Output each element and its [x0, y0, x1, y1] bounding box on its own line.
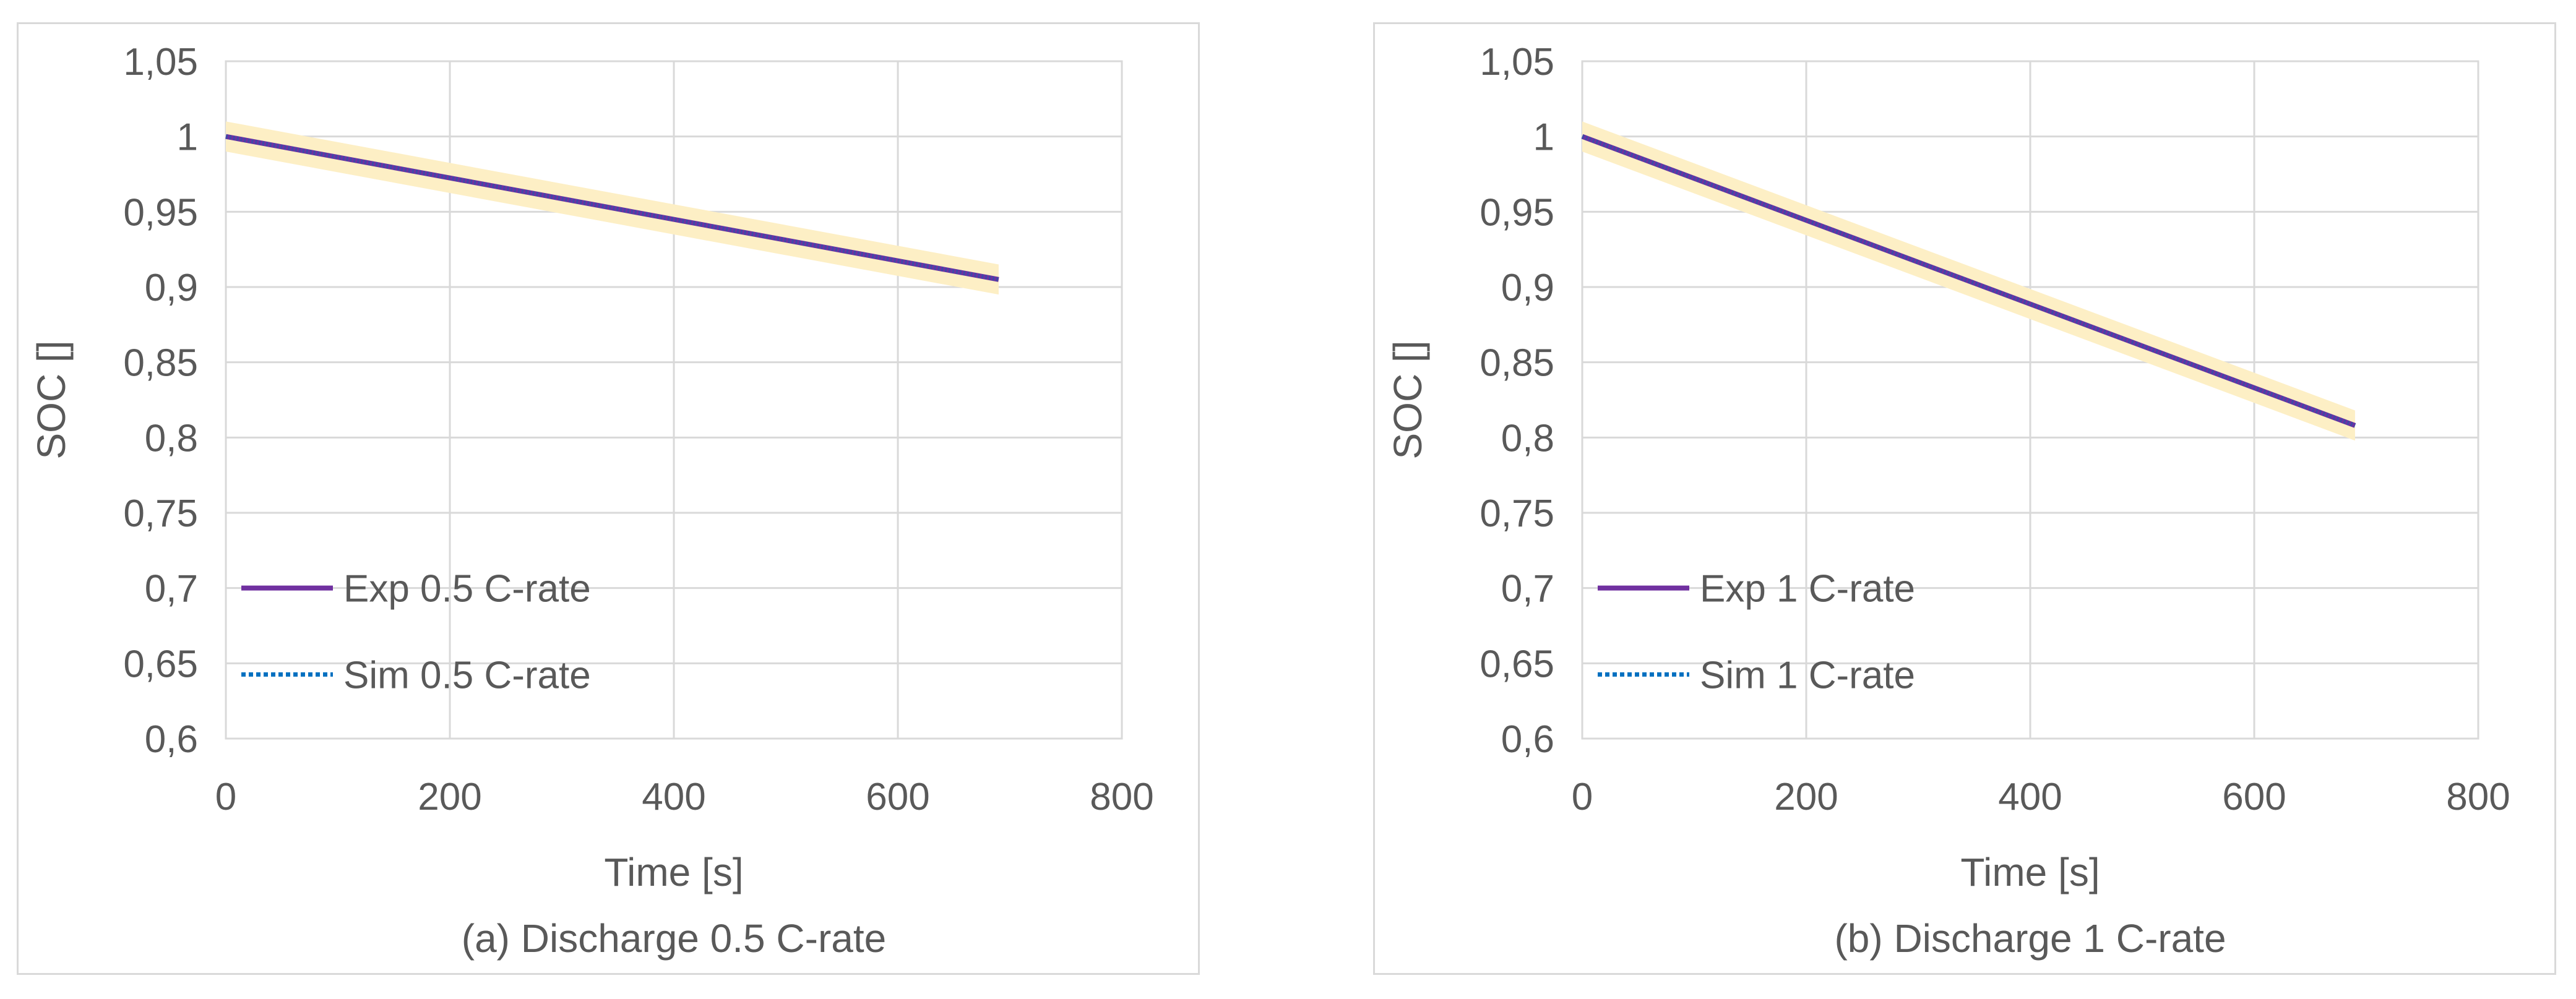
chart-panel-b: 0,6 0,65 0,7 0,75 0,8 0,85 0,9 0,95 1 1,05 0 200 400…: [1373, 22, 2556, 975]
x-tick-label: 0: [1572, 776, 1593, 818]
y-tick-label: 0,65: [1480, 643, 1554, 685]
x-tick-label: 800: [1090, 776, 1153, 818]
y-tick-label: 0,95: [123, 191, 198, 234]
legend-label-sim: Sim 0.5 C-rate: [343, 654, 591, 697]
y-tick-label: 1: [1533, 116, 1554, 159]
y-tick-label: 0,7: [1501, 568, 1554, 611]
legend-label-sim: Sim 1 C-rate: [1700, 654, 1915, 697]
y-tick-label: 0,6: [145, 718, 198, 761]
series-line-sim: [225, 134, 999, 282]
x-axis-title: Time [s]: [604, 850, 743, 894]
y-tick-label: 0,8: [145, 417, 198, 460]
series-line-exp: [225, 134, 999, 282]
chart-a: 0,6 0,65 0,7 0,75 0,8 0,85 0,9 0,95 1 1,05 0 200 400…: [29, 41, 1154, 961]
y-tick-label: 0,6: [1501, 718, 1554, 761]
y-tick-label: 0,7: [145, 568, 198, 611]
legend-label-exp: Exp 0.5 C-rate: [343, 568, 591, 611]
x-tick-label: 600: [2222, 776, 2286, 818]
y-tick-label: 0,75: [123, 492, 198, 535]
x-tick-label: 600: [866, 776, 929, 818]
x-axis-title: Time [s]: [1960, 850, 2100, 894]
chart-caption: (b) Discharge 1 C-rate: [1834, 916, 2226, 961]
series-line-sim: [1581, 134, 2356, 428]
y-tick-label: 0,85: [1480, 342, 1554, 385]
y-tick-label: 0,85: [123, 342, 198, 385]
y-tick-label: 1,05: [1480, 41, 1554, 84]
y-tick-label: 1: [177, 116, 198, 159]
chart-b: 0,6 0,65 0,7 0,75 0,8 0,85 0,9 0,95 1 1,05 0 200 400…: [1385, 41, 2510, 961]
chart-caption: (a) Discharge 0.5 C-rate: [462, 916, 886, 961]
x-tick-label: 200: [418, 776, 481, 818]
y-tick-label: 0,65: [123, 643, 198, 685]
x-tick-label: 400: [1998, 776, 2062, 818]
y-tick-label: 0,9: [145, 267, 198, 309]
y-axis-title: SOC []: [29, 340, 74, 459]
y-tick-label: 1,05: [123, 41, 198, 84]
y-tick-label: 0,8: [1501, 417, 1554, 460]
y-tick-label: 0,75: [1480, 492, 1554, 535]
y-tick-label: 0,95: [1480, 191, 1554, 234]
y-axis-title: SOC []: [1385, 340, 1430, 459]
x-tick-label: 0: [215, 776, 236, 818]
chart-panel-a: 0,6 0,65 0,7 0,75 0,8 0,85 0,9 0,95 1 1,05 0 200 400…: [17, 22, 1200, 975]
x-tick-label: 800: [2446, 776, 2510, 818]
x-tick-label: 200: [1774, 776, 1838, 818]
x-tick-label: 400: [642, 776, 705, 818]
legend-label-exp: Exp 1 C-rate: [1700, 568, 1915, 611]
y-tick-label: 0,9: [1501, 267, 1554, 309]
